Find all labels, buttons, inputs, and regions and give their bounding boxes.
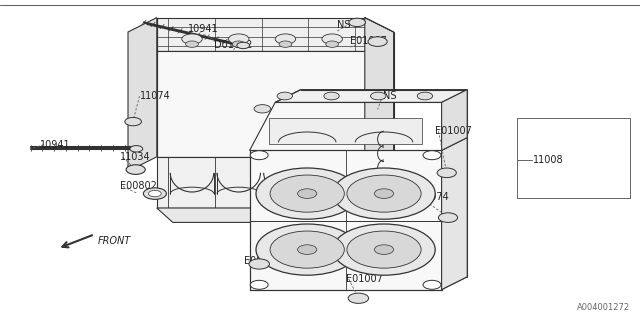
Circle shape <box>298 245 317 254</box>
Polygon shape <box>157 18 365 51</box>
Text: E00802: E00802 <box>120 181 157 191</box>
Circle shape <box>148 190 161 197</box>
Circle shape <box>186 41 198 47</box>
Circle shape <box>348 293 369 303</box>
Text: 11034: 11034 <box>120 152 151 163</box>
Text: E01007: E01007 <box>435 126 472 136</box>
Polygon shape <box>269 118 422 144</box>
Circle shape <box>279 41 292 47</box>
Circle shape <box>322 34 342 44</box>
Circle shape <box>256 168 358 219</box>
Text: E01007: E01007 <box>346 274 383 284</box>
Text: NS: NS <box>337 20 351 30</box>
Circle shape <box>182 34 202 44</box>
Text: A004001272: A004001272 <box>577 303 630 312</box>
Circle shape <box>423 280 441 289</box>
Circle shape <box>143 188 166 199</box>
Circle shape <box>333 168 435 219</box>
Circle shape <box>347 175 421 212</box>
Polygon shape <box>365 157 394 222</box>
Circle shape <box>437 168 456 178</box>
Polygon shape <box>442 90 467 150</box>
Text: E00802: E00802 <box>244 256 282 266</box>
Polygon shape <box>250 150 442 290</box>
Circle shape <box>417 92 433 100</box>
Circle shape <box>125 117 141 126</box>
Text: 11074: 11074 <box>419 192 450 202</box>
Text: NS: NS <box>383 91 396 101</box>
Circle shape <box>250 151 268 160</box>
Polygon shape <box>157 51 365 157</box>
Circle shape <box>254 105 271 113</box>
Polygon shape <box>275 90 467 102</box>
Circle shape <box>423 151 441 160</box>
Circle shape <box>333 224 435 275</box>
Circle shape <box>277 92 292 100</box>
Circle shape <box>438 213 458 222</box>
Circle shape <box>228 34 249 44</box>
Text: 11074: 11074 <box>140 91 170 101</box>
Circle shape <box>326 41 339 47</box>
Polygon shape <box>365 18 394 171</box>
Circle shape <box>371 92 386 100</box>
Circle shape <box>256 224 358 275</box>
Circle shape <box>250 280 268 289</box>
Polygon shape <box>442 138 467 290</box>
Polygon shape <box>128 18 157 171</box>
Circle shape <box>298 189 317 198</box>
Circle shape <box>275 34 296 44</box>
Circle shape <box>237 42 250 49</box>
Text: D01012: D01012 <box>214 40 253 50</box>
Circle shape <box>130 146 143 152</box>
Text: 10941: 10941 <box>40 140 71 150</box>
Text: FRONT: FRONT <box>98 236 131 246</box>
Polygon shape <box>157 208 394 222</box>
Circle shape <box>347 231 421 268</box>
Circle shape <box>368 37 387 46</box>
Circle shape <box>232 41 245 47</box>
Circle shape <box>374 189 394 198</box>
Circle shape <box>126 165 145 174</box>
Circle shape <box>270 175 344 212</box>
Circle shape <box>270 231 344 268</box>
Circle shape <box>249 259 269 269</box>
Circle shape <box>349 18 365 27</box>
Text: E01007: E01007 <box>350 36 387 46</box>
Polygon shape <box>157 157 365 208</box>
Circle shape <box>374 245 394 254</box>
Text: 11008: 11008 <box>532 155 563 165</box>
Text: 10941: 10941 <box>188 24 219 34</box>
Circle shape <box>324 92 339 100</box>
